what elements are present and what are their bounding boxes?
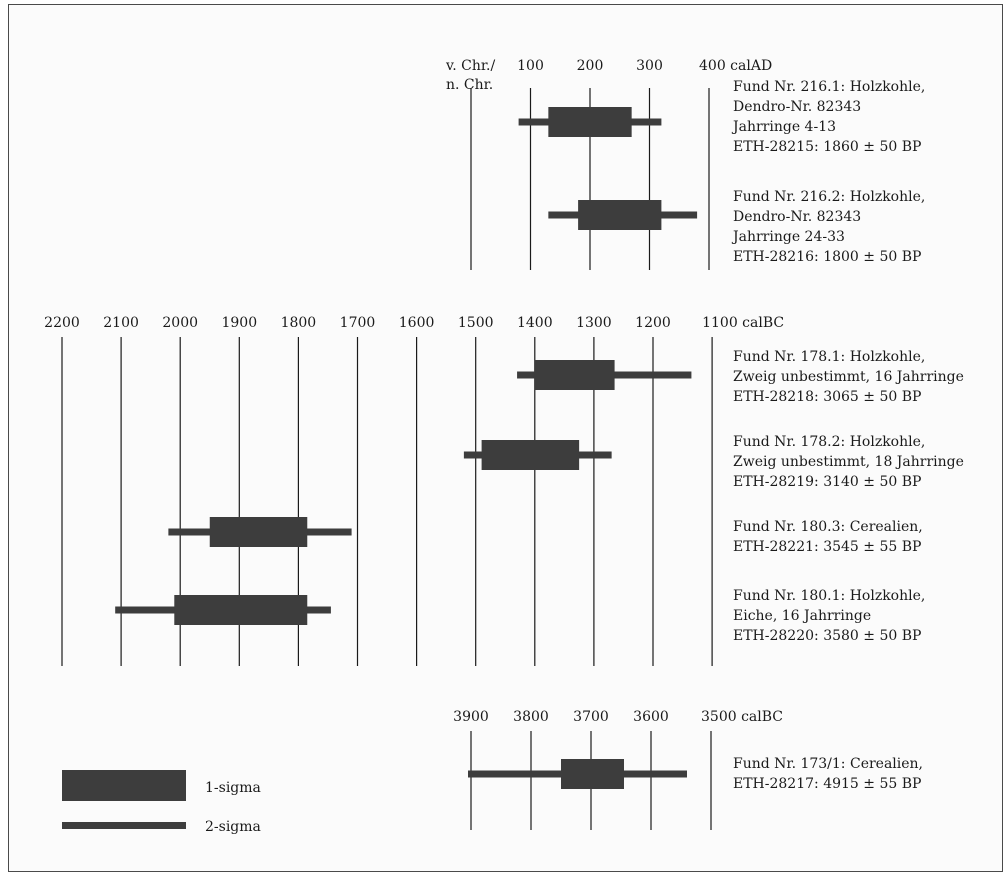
sample-label: Fund Nr. 178.2: Holzkohle,: [733, 434, 925, 450]
tick-label: 1400: [517, 315, 553, 331]
tick-label: 3600: [633, 709, 669, 725]
sample-label: Jahrringe 4-13: [731, 119, 836, 135]
tick-label: 1100 calBC: [702, 315, 784, 331]
tick-label: 3500 calBC: [701, 709, 783, 725]
sigma1-bar: [548, 107, 632, 137]
legend-sigma1-swatch: [62, 770, 186, 801]
sample-label: Fund Nr. 216.2: Holzkohle,: [733, 189, 925, 205]
tick-label: 3700: [573, 709, 609, 725]
tick-label: 400 calAD: [699, 58, 772, 74]
sample-label: ETH-28216: 1800 ± 50 BP: [733, 249, 921, 265]
tick-label: 2000: [162, 315, 198, 331]
sigma1-bar: [481, 440, 580, 470]
chart-frame: [8, 4, 1003, 872]
legend-sigma2-swatch: [62, 822, 186, 829]
tick-label: 100: [517, 58, 544, 74]
sigma1-bar: [561, 759, 624, 789]
axis-label: n. Chr.: [446, 77, 493, 93]
tick-label: 300: [636, 58, 663, 74]
tick-label: 1600: [399, 315, 435, 331]
sigma1-bar: [209, 517, 308, 547]
tick-label: 200: [577, 58, 604, 74]
axis-label: v. Chr./: [445, 58, 495, 74]
tick-label: 3900: [453, 709, 489, 725]
tick-label: 3800: [513, 709, 549, 725]
sample-label: Fund Nr. 180.1: Holzkohle,: [733, 588, 925, 604]
sample-label: Dendro-Nr. 82343: [733, 209, 861, 225]
legend-sigma1-label: 1-sigma: [205, 780, 261, 796]
legend-sigma2-label: 2-sigma: [205, 819, 261, 835]
sample-label: ETH-28215: 1860 ± 50 BP: [733, 139, 921, 155]
tick-label: 1800: [281, 315, 317, 331]
tick-label: 1300: [576, 315, 612, 331]
sample-label: ETH-28217: 4915 ± 55 BP: [733, 776, 921, 792]
sample-label: Zweig unbestimmt, 16 Jahrringe: [733, 369, 964, 385]
sample-label: Fund Nr. 173/1: Cerealien,: [733, 756, 923, 772]
sample-label: Fund Nr. 180.3: Cerealien,: [733, 519, 923, 535]
sigma1-bar: [578, 200, 662, 230]
tick-label: 1900: [221, 315, 257, 331]
sample-label: ETH-28220: 3580 ± 50 BP: [733, 628, 921, 644]
sample-label: ETH-28219: 3140 ± 50 BP: [733, 474, 921, 490]
tick-label: 1200: [635, 315, 671, 331]
tick-label: 1500: [458, 315, 494, 331]
sample-label: Fund Nr. 216.1: Holzkohle,: [733, 79, 925, 95]
sigma1-bar: [534, 360, 615, 390]
tick-label: 2200: [44, 315, 80, 331]
sample-label: Jahrringe 24-33: [731, 229, 845, 245]
sample-label: Dendro-Nr. 82343: [733, 99, 861, 115]
tick-label: 1700: [340, 315, 376, 331]
sigma1-bar: [174, 595, 308, 625]
sample-label: Fund Nr. 178.1: Holzkohle,: [733, 349, 925, 365]
sample-label: ETH-28221: 3545 ± 55 BP: [733, 539, 921, 555]
sample-label: ETH-28218: 3065 ± 50 BP: [733, 389, 921, 405]
tick-label: 2100: [103, 315, 139, 331]
sample-label: Eiche, 16 Jahrringe: [733, 608, 871, 624]
sample-label: Zweig unbestimmt, 18 Jahrringe: [733, 454, 964, 470]
